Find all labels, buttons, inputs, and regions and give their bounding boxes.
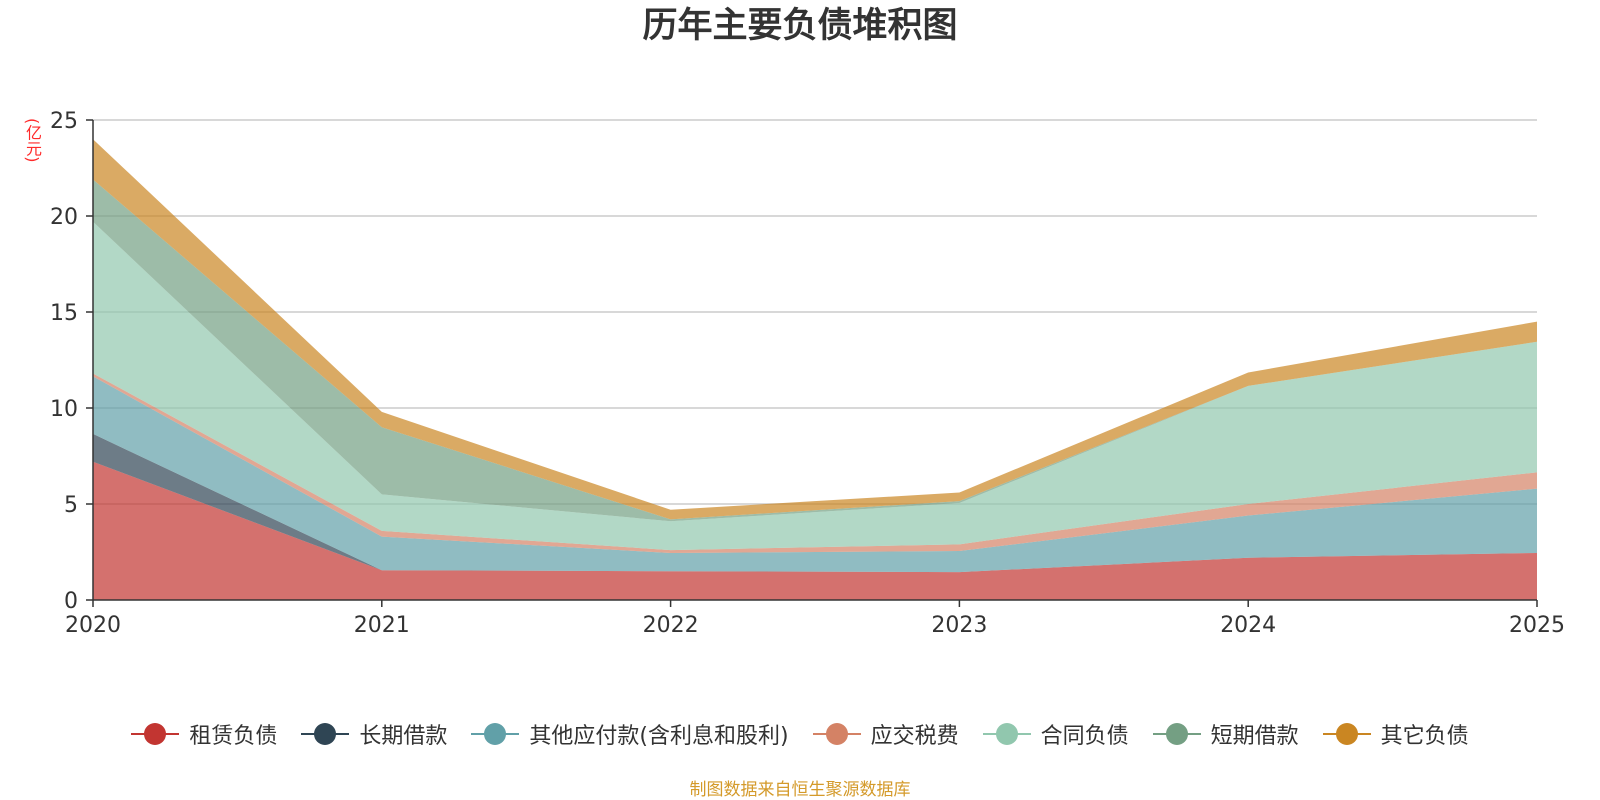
legend-marker-icon bbox=[1322, 722, 1371, 746]
x-tick-label: 2023 bbox=[931, 613, 987, 638]
legend-item-6[interactable]: 其它负债 bbox=[1322, 718, 1469, 750]
legend-item-4[interactable]: 合同负债 bbox=[982, 718, 1129, 750]
legend-item-1[interactable]: 长期借款 bbox=[301, 718, 447, 750]
x-tick-label: 2022 bbox=[643, 613, 699, 638]
legend-label: 应交税费 bbox=[870, 724, 959, 749]
legend-marker-icon bbox=[301, 722, 350, 746]
legend-label: 租赁负债 bbox=[189, 724, 278, 749]
data-source-footnote: 制图数据来自恒生聚源数据库 bbox=[689, 780, 911, 800]
y-tick-label: 20 bbox=[50, 205, 78, 230]
legend-item-5[interactable]: 短期借款 bbox=[1152, 718, 1299, 750]
legend-label: 长期借款 bbox=[359, 724, 448, 749]
x-tick-label: 2024 bbox=[1220, 613, 1276, 638]
y-tick-label: 25 bbox=[50, 109, 78, 134]
y-tick-label: 15 bbox=[50, 301, 78, 326]
area-series-0 bbox=[93, 461, 1537, 600]
legend-marker-icon bbox=[1152, 722, 1201, 746]
legend-label: 其他应付款(含利息和股利) bbox=[529, 724, 789, 749]
y-tick-label: 0 bbox=[64, 589, 78, 614]
area-series-4 bbox=[93, 221, 1537, 551]
legend-item-3[interactable]: 应交税费 bbox=[812, 718, 959, 750]
x-tick-label: 2020 bbox=[65, 613, 121, 638]
legend-marker-icon bbox=[471, 722, 520, 746]
axes bbox=[86, 119, 1538, 607]
area-series-layer bbox=[93, 139, 1537, 600]
legend-item-2[interactable]: 其他应付款(含利息和股利) bbox=[471, 718, 789, 750]
chart-title: 历年主要负债堆积图 bbox=[642, 6, 958, 46]
legend-marker-icon bbox=[982, 722, 1031, 746]
y-axis-unit-label: (亿元) bbox=[23, 118, 42, 163]
legend-label: 短期借款 bbox=[1210, 724, 1299, 749]
legend: 租赁负债 长期借款 其他应付款(含利息和股利) 应交税费 合同负债 短期借款 其它负债 bbox=[0, 718, 1600, 750]
legend-label: 合同负债 bbox=[1040, 724, 1129, 749]
legend-item-0[interactable]: 租赁负债 bbox=[131, 718, 277, 750]
legend-label: 其它负债 bbox=[1380, 724, 1469, 749]
area-series-2 bbox=[93, 376, 1537, 573]
legend-marker-icon bbox=[812, 722, 861, 746]
y-tick-label: 5 bbox=[64, 493, 78, 518]
y-tick-label: 10 bbox=[50, 397, 78, 422]
legend-marker-icon bbox=[131, 722, 180, 746]
x-tick-label: 2025 bbox=[1509, 613, 1565, 638]
x-tick-label: 2021 bbox=[354, 613, 410, 638]
